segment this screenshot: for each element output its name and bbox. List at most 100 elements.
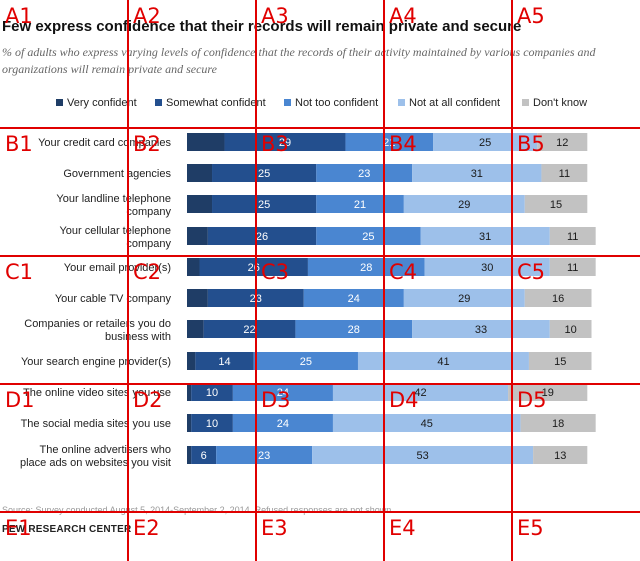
grid-cell-label: C1 xyxy=(5,260,33,284)
data-label: 1 xyxy=(176,450,182,462)
data-label: 29 xyxy=(458,293,470,305)
bar-segment xyxy=(199,258,308,276)
data-label: 6 xyxy=(176,168,182,180)
legend-label: Somewhat confident xyxy=(166,97,266,109)
data-label: 3 xyxy=(176,262,182,274)
bar-segment xyxy=(224,133,346,151)
data-label: 5 xyxy=(176,231,182,243)
bar-segment xyxy=(232,414,333,432)
bar-segment xyxy=(316,195,404,213)
bar-segment xyxy=(307,258,425,276)
legend-label: Don't know xyxy=(533,97,588,109)
legend-label: Very confident xyxy=(67,97,137,109)
data-label: 24 xyxy=(277,387,289,399)
data-label: 21 xyxy=(354,199,366,211)
data-label: 12 xyxy=(556,137,568,149)
bar-segment xyxy=(212,164,317,182)
data-label: 4 xyxy=(176,324,182,336)
bar-segment xyxy=(528,352,592,370)
data-label: 23 xyxy=(258,450,270,462)
grid-cell-label: D3 xyxy=(261,388,291,412)
data-label: 28 xyxy=(360,262,372,274)
data-label: 26 xyxy=(256,231,268,243)
data-label: 16 xyxy=(552,293,564,305)
grid-cell-label: B1 xyxy=(5,132,33,156)
data-label: 1 xyxy=(176,418,182,430)
data-label: 6 xyxy=(201,450,207,462)
grid-cell-label: C5 xyxy=(517,260,545,284)
data-label: 15 xyxy=(550,199,562,211)
bar-segment xyxy=(524,289,592,307)
data-label: 11 xyxy=(567,262,578,274)
bar-segment xyxy=(412,320,550,338)
legend-label: Not at all confident xyxy=(409,97,501,109)
data-label: 25 xyxy=(258,168,270,180)
bar-segment xyxy=(332,414,521,432)
bar-segment xyxy=(187,227,208,245)
bar-segment xyxy=(403,289,525,307)
grid-cell-label: A2 xyxy=(133,4,161,28)
data-label: 28 xyxy=(348,324,360,336)
legend-label: Not too confident xyxy=(295,97,379,109)
data-label: 19 xyxy=(542,387,554,399)
bar-segment xyxy=(316,164,413,182)
legend-swatch xyxy=(284,99,291,106)
legend: Very confident Somewhat confident Not to… xyxy=(0,97,640,113)
chart-subtitle: % of adults who express varying levels o… xyxy=(2,45,596,76)
bar-segment xyxy=(187,258,200,276)
data-label: 2 xyxy=(176,356,182,368)
legend-item-very-confident: Very confident xyxy=(56,97,137,109)
grid-cell-label: A3 xyxy=(261,4,289,28)
grid-cell-label: D4 xyxy=(389,388,419,412)
data-label: 42 xyxy=(414,387,426,399)
data-label: 1 xyxy=(176,387,182,399)
data-label: 25 xyxy=(362,231,374,243)
category-label: The online video sites you use xyxy=(23,387,171,399)
bar-segment xyxy=(216,446,313,464)
grid-cell-label: B3 xyxy=(261,132,289,156)
data-label: 18 xyxy=(552,418,564,430)
bar-segment xyxy=(520,414,596,432)
bar-segment xyxy=(232,383,333,401)
grid-cell-label: C2 xyxy=(133,260,161,284)
data-label: 24 xyxy=(348,293,360,305)
data-label: 31 xyxy=(471,168,483,180)
data-label: 15 xyxy=(554,356,566,368)
grid-cell-label: D2 xyxy=(133,388,163,412)
bar-segment xyxy=(253,352,358,370)
data-label: 9 xyxy=(176,137,182,149)
bar-segment xyxy=(508,383,588,401)
legend-swatch xyxy=(155,99,162,106)
category-label: Companies or retailers you do business wi… xyxy=(24,318,171,343)
data-label: 6 xyxy=(176,199,182,211)
data-label: 53 xyxy=(416,450,428,462)
data-label: 23 xyxy=(358,168,370,180)
bar-segment xyxy=(549,320,592,338)
grid-cell-label: C4 xyxy=(389,260,417,284)
grid-cell-label: E4 xyxy=(389,516,416,540)
legend-swatch xyxy=(56,99,63,106)
bar-segment xyxy=(187,320,204,338)
bar-segment xyxy=(187,446,192,464)
legend-item-not-too-confident: Not too confident xyxy=(284,97,378,109)
bar-segment xyxy=(549,227,596,245)
bar-segment xyxy=(207,227,317,245)
bar-segment xyxy=(187,164,213,182)
grid-cell-label: B4 xyxy=(389,132,417,156)
chart-title: Few express confidence that their record… xyxy=(2,18,522,35)
data-label: 5 xyxy=(176,293,182,305)
grid-cell-label: E5 xyxy=(517,516,544,540)
bar-segment xyxy=(187,383,192,401)
legend-swatch xyxy=(522,99,529,106)
bar-segment xyxy=(195,352,254,370)
bar-segment xyxy=(537,133,588,151)
data-label: 25 xyxy=(479,137,491,149)
bar-segment xyxy=(187,414,192,432)
category-label: The online advertisers who place ads on w… xyxy=(20,444,171,469)
grid-cell-label: E2 xyxy=(133,516,160,540)
data-label: 25 xyxy=(300,356,312,368)
data-label: 22 xyxy=(243,324,255,336)
bar-segment xyxy=(533,446,588,464)
data-label: 41 xyxy=(437,356,449,368)
grid-cell-label: D1 xyxy=(5,388,35,412)
